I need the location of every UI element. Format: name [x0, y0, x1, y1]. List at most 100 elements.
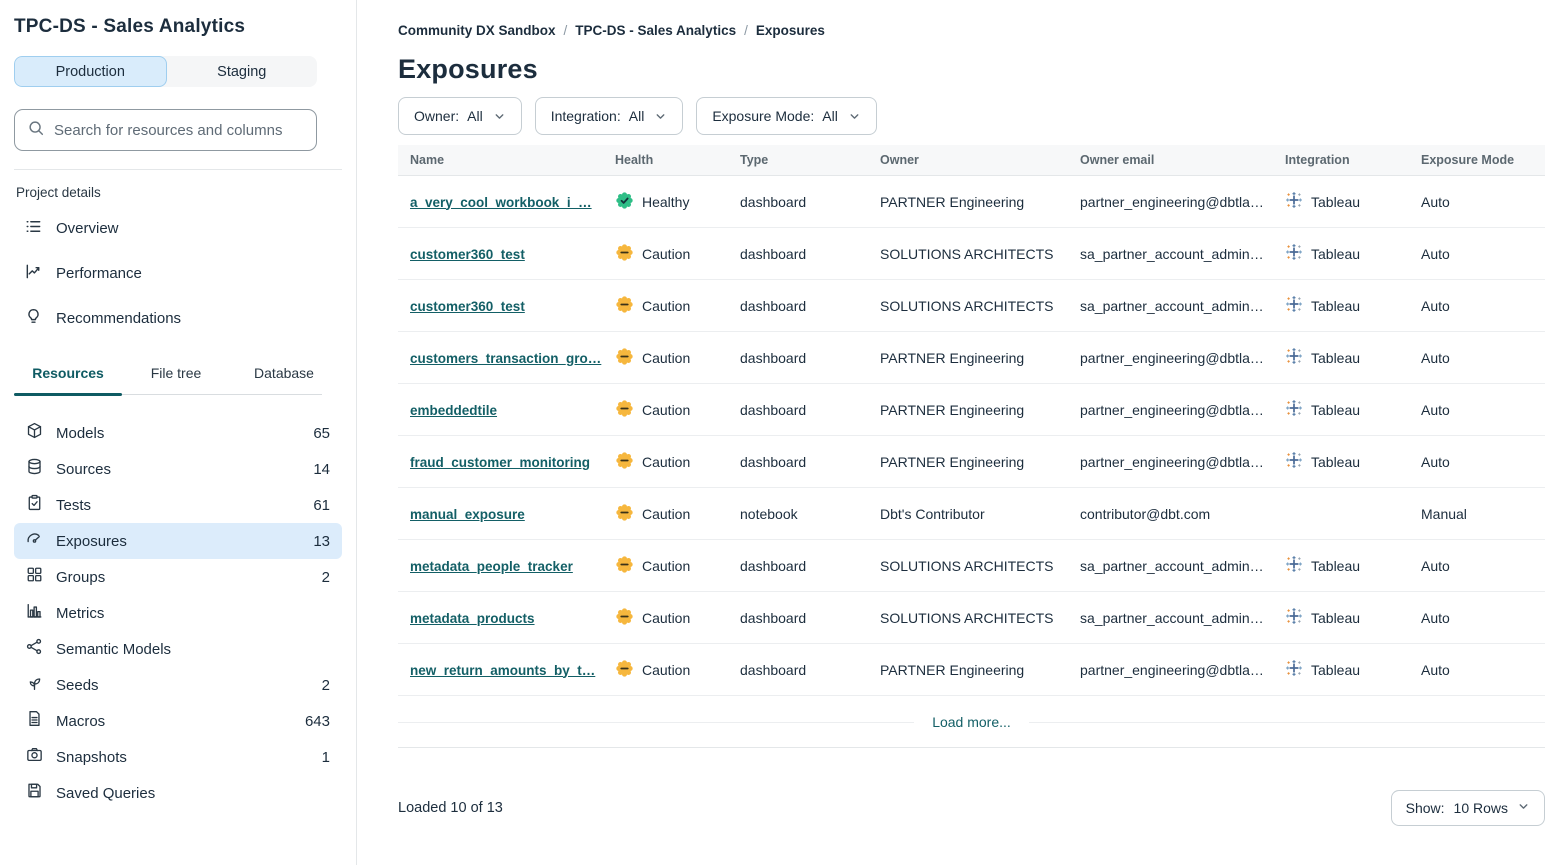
owner-email-cell: partner_engineering@dbtla… [1080, 453, 1264, 470]
sidebar-item-tests[interactable]: Tests 61 [14, 487, 342, 523]
tabs-underline [14, 393, 342, 397]
resource-count: 2 [321, 568, 330, 586]
table-header: Name Health Type Owner Owner email Integ… [398, 145, 1545, 176]
exposure-name-link[interactable]: a_very_cool_workbook_i_… [410, 194, 592, 210]
type-cell: dashboard [740, 453, 807, 470]
health-label: Caution [642, 505, 691, 522]
exposure-name-link[interactable]: customer360_test [410, 298, 525, 314]
column-header-health: Health [615, 153, 654, 167]
integration-filter[interactable]: Integration: All [534, 97, 684, 135]
sidebar-item-overview[interactable]: Overview [14, 206, 342, 251]
owner-cell: PARTNER Engineering [880, 193, 1025, 210]
exposure-name-link[interactable]: metadata_people_tracker [410, 558, 573, 574]
column-header-exposure-mode: Exposure Mode [1421, 153, 1515, 167]
exposure-name-link[interactable]: fraud_customer_monitoring [410, 454, 591, 470]
breadcrumb-separator: / [563, 23, 568, 38]
healthy-badge-icon [615, 191, 634, 213]
sidebar-item-metrics[interactable]: Metrics [14, 595, 342, 631]
exposure-name-link[interactable]: embeddedtile [410, 402, 498, 418]
resource-label: Groups [56, 568, 106, 586]
type-cell: dashboard [740, 609, 807, 626]
tab-resources[interactable]: Resources [14, 355, 122, 394]
sidebar-item-performance[interactable]: Performance [14, 251, 342, 296]
owner-email-cell: partner_engineering@dbtla… [1080, 193, 1264, 210]
table-row: customers_transaction_gro… Caution dashboa… [398, 332, 1545, 384]
rows-per-page-dropdown[interactable]: Show: 10 Rows [1390, 790, 1545, 826]
sources-icon [25, 457, 44, 481]
exposures-icon [25, 529, 44, 553]
owner-cell: SOLUTIONS ARCHITECTS [880, 609, 1054, 626]
owner-filter[interactable]: Owner: All [398, 97, 522, 135]
tab-file-tree[interactable]: File tree [122, 355, 230, 394]
owner-email-cell: sa_partner_account_admin… [1080, 297, 1264, 314]
health-label: Caution [642, 349, 691, 366]
owner-cell: PARTNER Engineering [880, 453, 1025, 470]
sidebar-item-semantic-models[interactable]: Semantic Models [14, 631, 342, 667]
sidebar-item-models[interactable]: Models 65 [14, 415, 342, 451]
owner-cell: Dbt's Contributor [880, 505, 985, 522]
sidebar-item-recommendations[interactable]: Recommendations [14, 296, 342, 341]
groups-icon [25, 565, 44, 589]
health-label: Caution [642, 609, 691, 626]
integration-cell: Tableau [1273, 347, 1409, 368]
table-row: a_very_cool_workbook_i_… Healthy dashboard… [398, 176, 1545, 228]
integration-name: Tableau [1311, 453, 1361, 470]
type-cell: dashboard [740, 401, 807, 418]
owner-email-cell: partner_engineering@dbtla… [1080, 349, 1264, 366]
health-label: Caution [642, 453, 691, 470]
tableau-icon [1285, 243, 1303, 264]
exposure-mode-cell: Auto [1421, 609, 1450, 626]
metrics-icon [25, 601, 44, 625]
production-tab[interactable]: Production [14, 56, 167, 87]
resource-label: Exposures [56, 532, 127, 550]
sidebar-item-exposures[interactable]: Exposures 13 [14, 523, 342, 559]
tests-icon [25, 493, 44, 517]
exposure-name-link[interactable]: customers_transaction_gro… [410, 350, 602, 366]
exposure-mode-filter[interactable]: Exposure Mode: All [696, 97, 877, 135]
health-label: Healthy [642, 193, 690, 210]
owner-cell: SOLUTIONS ARCHITECTS [880, 297, 1054, 314]
exposures-table: Name Health Type Owner Owner email Integ… [398, 145, 1545, 748]
load-more-link[interactable]: Load more... [914, 713, 1029, 730]
resource-label: Seeds [56, 676, 99, 694]
page-title: Exposures [398, 54, 538, 84]
exposure-name-link[interactable]: manual_exposure [410, 506, 525, 522]
sidebar-item-sources[interactable]: Sources 14 [14, 451, 342, 487]
filter-bar: Owner: All Integration: All Exposure Mod… [398, 97, 1545, 135]
exposure-mode-cell: Auto [1421, 245, 1450, 262]
sidebar-item-groups[interactable]: Groups 2 [14, 559, 342, 595]
search-input[interactable] [54, 121, 304, 139]
staging-tab[interactable]: Staging [167, 56, 318, 87]
search-box[interactable] [14, 109, 317, 151]
table-row: metadata_people_tracker Caution dashboard S… [398, 540, 1545, 592]
exposure-name-link[interactable]: customer360_test [410, 246, 525, 262]
environment-toggle: Production Staging [14, 56, 317, 87]
sidebar-item-snapshots[interactable]: Snapshots 1 [14, 739, 342, 775]
table-body: a_very_cool_workbook_i_… Healthy dashboard… [398, 176, 1545, 696]
tableau-icon [1285, 399, 1303, 420]
snapshots-icon [25, 745, 44, 769]
table-row: customer360_test Caution dashboard SOLUTION… [398, 280, 1545, 332]
tableau-icon [1285, 295, 1303, 316]
breadcrumb-separator: / [744, 23, 748, 38]
exposure-name-link[interactable]: metadata_products [410, 610, 535, 626]
sidebar-item-seeds[interactable]: Seeds 2 [14, 667, 342, 703]
sidebar-item-saved-queries[interactable]: Saved Queries [14, 775, 342, 811]
breadcrumb-account[interactable]: Community DX Sandbox [398, 23, 556, 38]
integration-cell: Tableau [1273, 243, 1409, 264]
health-label: Caution [642, 297, 691, 314]
type-cell: dashboard [740, 661, 807, 678]
tab-database[interactable]: Database [230, 355, 338, 394]
exposure-name-link[interactable]: new_return_amounts_by_t… [410, 662, 596, 678]
filter-value: All [628, 108, 645, 124]
sidebar-item-label: Performance [56, 265, 142, 282]
filter-value: All [822, 108, 838, 124]
resource-label: Saved Queries [56, 784, 156, 802]
owner-cell: SOLUTIONS ARCHITECTS [880, 245, 1054, 262]
seeds-icon [25, 673, 44, 697]
sidebar-item-macros[interactable]: Macros 643 [14, 703, 342, 739]
sidebar-tabs: Resources File tree Database [14, 355, 342, 394]
integration-cell: Tableau [1273, 295, 1409, 316]
breadcrumb-project[interactable]: TPC-DS - Sales Analytics [575, 23, 737, 38]
